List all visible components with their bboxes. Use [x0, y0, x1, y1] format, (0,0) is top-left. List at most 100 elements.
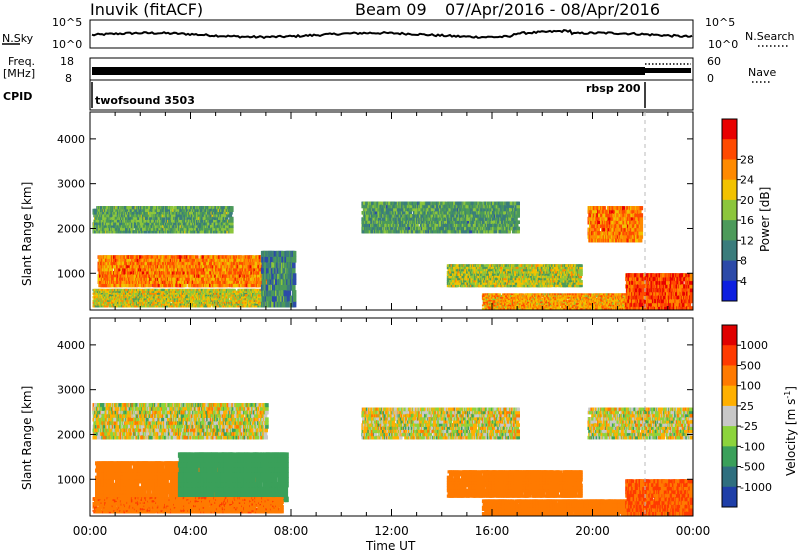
data-cell [143, 227, 148, 231]
data-cell [108, 224, 113, 229]
data-cell [186, 264, 191, 269]
data-cell [110, 208, 114, 212]
data-cell [178, 206, 182, 210]
data-cell [171, 214, 176, 218]
data-cell [181, 280, 186, 284]
data-cell [112, 230, 117, 234]
data-cell [230, 208, 234, 212]
data-cell [231, 277, 236, 281]
data-cell [257, 283, 262, 288]
data-cell [220, 211, 224, 215]
data-cell [99, 230, 104, 234]
data-cell [130, 214, 135, 218]
power-cells [92, 201, 694, 311]
data-cell [224, 216, 229, 220]
data-cell [109, 267, 113, 272]
nsearch-label: N.Search [745, 30, 795, 43]
data-cell [238, 274, 243, 278]
data-cell [127, 274, 132, 278]
data-cell [196, 222, 200, 226]
data-cell [114, 271, 119, 275]
data-cell [122, 222, 127, 226]
data-cell [235, 280, 240, 284]
nave-tick-top: 60 [707, 55, 721, 68]
data-cell [123, 271, 127, 275]
data-cell [123, 267, 127, 272]
data-cell [232, 255, 237, 259]
data-cell [139, 271, 144, 275]
data-cell [167, 216, 172, 220]
data-cell [102, 216, 107, 220]
data-cell [161, 261, 166, 266]
data-cell [119, 224, 123, 229]
freq-label: Freq. [8, 55, 35, 68]
data-cell [187, 216, 191, 220]
data-cell [245, 280, 249, 284]
data-cell [144, 283, 148, 288]
data-cell [150, 255, 155, 259]
data-cell [99, 305, 103, 308]
data-cell [104, 264, 109, 269]
data-cell [135, 283, 140, 288]
data-cell [158, 227, 162, 231]
data-cell [94, 222, 98, 226]
freq-tick-top: 18 [60, 55, 74, 68]
data-cell [234, 283, 238, 288]
data-cell [205, 271, 209, 275]
data-cell [234, 267, 239, 272]
data-cell [172, 283, 177, 288]
data-cell [94, 305, 99, 308]
data-cell [170, 216, 175, 220]
data-cell [224, 206, 229, 210]
cpid-panel: CPID twofsound 3503 rbsp 200 [3, 79, 694, 111]
date-range: 07/Apr/2016 - 08/Apr/2016 [445, 0, 660, 19]
data-cell [146, 214, 151, 218]
data-cell [216, 211, 221, 215]
data-cell [201, 264, 206, 269]
data-cell [114, 216, 119, 220]
data-cell [132, 219, 136, 223]
data-cell [141, 271, 146, 275]
data-cell [195, 258, 200, 263]
data-cell [123, 224, 128, 229]
data-cell [98, 255, 102, 259]
data-cell [164, 214, 169, 218]
data-cell [247, 264, 251, 269]
data-cell [237, 258, 241, 263]
data-cell [201, 255, 206, 259]
data-cell [102, 230, 106, 234]
nsky-tick-top-right: 10^5 [705, 16, 735, 29]
data-cell [249, 280, 254, 284]
data-cell [125, 227, 129, 231]
data-cell [172, 280, 177, 284]
data-cell [147, 277, 151, 281]
data-cell [151, 261, 155, 266]
data-cell [226, 277, 230, 281]
data-cell [217, 230, 221, 234]
data-cell [224, 224, 229, 229]
data-cell [224, 261, 229, 266]
data-cell [154, 255, 158, 259]
nsky-series [91, 28, 693, 40]
data-cell [220, 206, 224, 210]
data-cell [167, 261, 172, 266]
data-cell [120, 258, 124, 263]
data-cell [116, 255, 121, 259]
data-cell [183, 274, 188, 278]
data-cell [127, 214, 131, 218]
data-cell [254, 274, 258, 278]
data-cell [210, 224, 214, 229]
data-cell [226, 274, 231, 278]
data-cell [257, 274, 261, 278]
data-cell [118, 267, 122, 272]
data-cell [133, 230, 138, 234]
data-cell [192, 255, 196, 259]
data-cell [128, 216, 132, 220]
data-cell [200, 267, 205, 272]
data-cell [144, 214, 148, 218]
data-cell [229, 211, 233, 215]
freq-series [92, 67, 645, 75]
data-cell [230, 216, 234, 220]
data-cell [179, 277, 184, 281]
